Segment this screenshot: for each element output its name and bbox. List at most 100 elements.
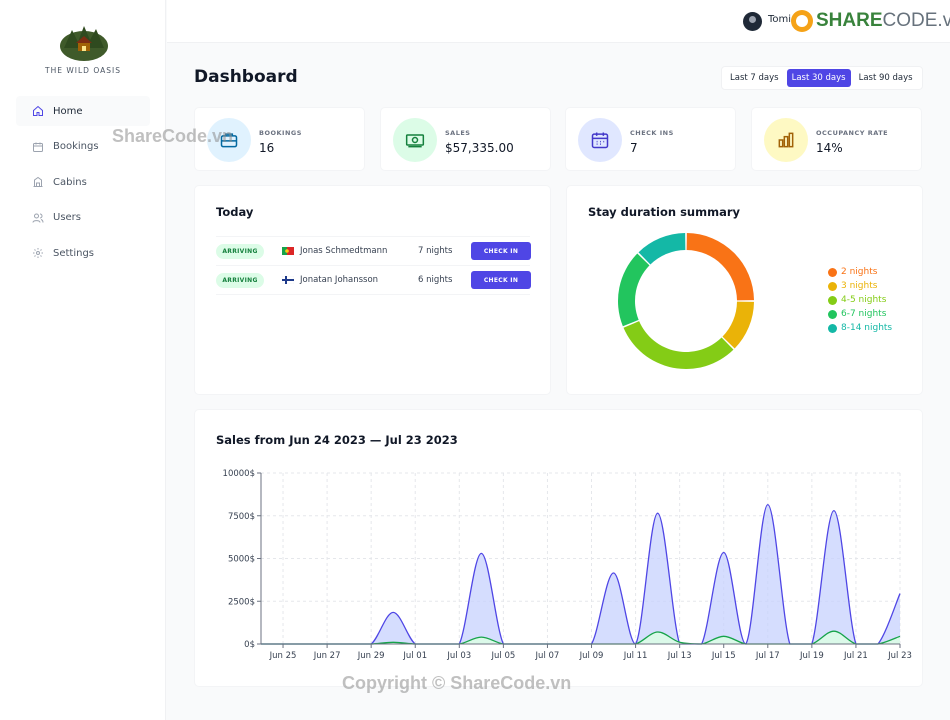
legend-item: 2 nights [828, 265, 892, 279]
today-title: Today [216, 205, 254, 219]
legend-label: 6-7 nights [841, 309, 887, 319]
filter-last-90-days[interactable]: Last 90 days [854, 69, 918, 87]
stat-label: CHECK INS [630, 129, 674, 137]
pie-slice-8-14-nights[interactable] [638, 233, 686, 265]
today-card: Today ARRIVING Jonas Schmedtmann 7 night… [194, 185, 551, 395]
legend-dot [828, 295, 837, 305]
watermark-text: Copyright © ShareCode.vn [342, 673, 572, 693]
bar-chart-icon [764, 118, 808, 162]
x-tick-label: Jun 27 [313, 651, 341, 661]
stat-value: 14% [816, 141, 843, 155]
sales-area-chart: 0$ 2500$ 5000$ 7500$ 10000$ Jun 25 Jun 27 Jun 2… [223, 469, 912, 661]
watermark-logo-icon [791, 10, 813, 32]
sales-title: Sales from Jun 24 2023 — Jul 23 2023 [216, 433, 458, 447]
users-icon [32, 213, 44, 223]
series-line-0[interactable] [261, 503, 901, 645]
portugal-flag [282, 247, 294, 255]
legend-item: 6-7 nights [828, 307, 892, 321]
brand-name: THE WILD OASIS [45, 66, 121, 75]
sidebar: THE WILD OASIS Home Bookings Cabins User… [0, 0, 166, 720]
check-in-button[interactable]: CHECK IN [471, 271, 531, 289]
legend-dot [828, 309, 837, 319]
stat-value: 16 [259, 141, 275, 155]
status-badge: ARRIVING [216, 244, 264, 259]
check-in-button[interactable]: CHECK IN [471, 242, 531, 260]
sidebar-item-bookings[interactable]: Bookings [16, 132, 150, 162]
stat-label: SALES [445, 129, 471, 137]
settings-icon [33, 248, 43, 258]
guest-name: Jonas Schmedtmann [300, 246, 388, 256]
stay-duration-card: Stay duration summary 2 nights 3 nights 4-… [566, 185, 923, 395]
stat-card-bookings: BOOKINGS 16 [194, 107, 365, 171]
pie-slice-4-5-nights[interactable] [623, 321, 734, 369]
x-tick-label: Jul 09 [579, 651, 604, 661]
legend-label: 4-5 nights [841, 295, 887, 305]
today-activity-list: ARRIVING Jonas Schmedtmann 7 nights CHEC… [216, 236, 531, 295]
watermark-text: ShareCode.vn [112, 126, 234, 146]
sidebar-item-users[interactable]: Users [16, 203, 150, 233]
calendar-icon [33, 142, 43, 152]
chart-legend: 2 nights 3 nights 4-5 nights 6-7 nights 8-14… [828, 265, 892, 335]
list-item: ARRIVING Jonatan Johansson 6 nights CHEC… [216, 266, 531, 295]
cabins-icon [33, 176, 43, 187]
stat-value: 7 [630, 141, 638, 155]
nights-count: 7 nights [418, 246, 453, 256]
x-tick-label: Jul 17 [755, 651, 780, 661]
sidebar-item-settings[interactable]: Settings [16, 238, 150, 268]
y-tick-label: 10000$ [223, 469, 255, 479]
legend-label: 8-14 nights [841, 323, 893, 333]
watermark-logo-part: CODE.vn [882, 10, 950, 31]
legend-label: 3 nights [841, 281, 878, 291]
pie-slice-2-nights[interactable] [686, 233, 754, 301]
x-tick-label: Jun 25 [269, 651, 297, 661]
sidebar-item-label: Settings [53, 247, 95, 259]
y-tick-label: 2500$ [228, 597, 255, 607]
sidebar-item-label: Home [53, 105, 83, 117]
sidebar-item-cabins[interactable]: Cabins [16, 167, 150, 197]
sidebar-item-home[interactable]: Home [16, 96, 150, 126]
x-tick-label: Jul 23 [887, 651, 912, 661]
legend-item: 3 nights [828, 279, 892, 293]
watermark-logo-part: SHARE [816, 10, 883, 31]
y-tick-label: 0$ [244, 640, 255, 650]
x-tick-label: Jul 03 [446, 651, 471, 661]
y-tick-label: 5000$ [228, 555, 255, 565]
status-badge: ARRIVING [216, 273, 264, 288]
x-tick-label: Jul 19 [799, 651, 824, 661]
stat-value: $57,335.00 [445, 141, 514, 155]
legend-dot [828, 323, 837, 333]
y-tick-label: 7500$ [228, 512, 255, 522]
stat-card-occupancy: OCCUPANCY RATE 14% [751, 107, 922, 171]
briefcase-icon [207, 118, 251, 162]
sales-card: Sales from Jun 24 2023 — Jul 23 2023 0$ 2… [194, 409, 923, 687]
home-icon [33, 105, 43, 116]
series-area-1 [261, 631, 900, 644]
main-nav: Home Bookings Cabins Users Settings [16, 96, 150, 274]
avatar[interactable] [743, 12, 762, 31]
calendar-days-icon [578, 118, 622, 162]
wild-oasis-logo[interactable] [58, 20, 110, 62]
legend-dot [828, 281, 837, 291]
stat-card-check-ins: CHECK INS 7 [565, 107, 736, 171]
pie-slice-6-7-nights[interactable] [618, 253, 650, 327]
stat-label: OCCUPANCY RATE [816, 129, 889, 137]
stay-duration-donut-chart [618, 233, 754, 369]
nights-count: 6 nights [418, 275, 453, 285]
filter-last-7-days[interactable]: Last 7 days [725, 69, 784, 87]
legend-label: 2 nights [841, 267, 878, 277]
series-area-0 [261, 504, 900, 644]
list-item: ARRIVING Jonas Schmedtmann 7 nights CHEC… [216, 237, 531, 266]
legend-dot [828, 267, 837, 277]
x-tick-label: Jul 01 [402, 651, 427, 661]
page-title: Dashboard [194, 67, 298, 87]
filter-last-30-days[interactable]: Last 30 days [786, 69, 851, 87]
username: Tomi [768, 14, 792, 25]
series-line-1[interactable] [261, 630, 901, 645]
x-tick-label: Jul 13 [667, 651, 692, 661]
stat-label: BOOKINGS [259, 129, 302, 137]
x-tick-label: Jul 07 [535, 651, 560, 661]
pie-slice-3-nights[interactable] [722, 301, 754, 349]
x-tick-label: Jun 29 [357, 651, 385, 661]
